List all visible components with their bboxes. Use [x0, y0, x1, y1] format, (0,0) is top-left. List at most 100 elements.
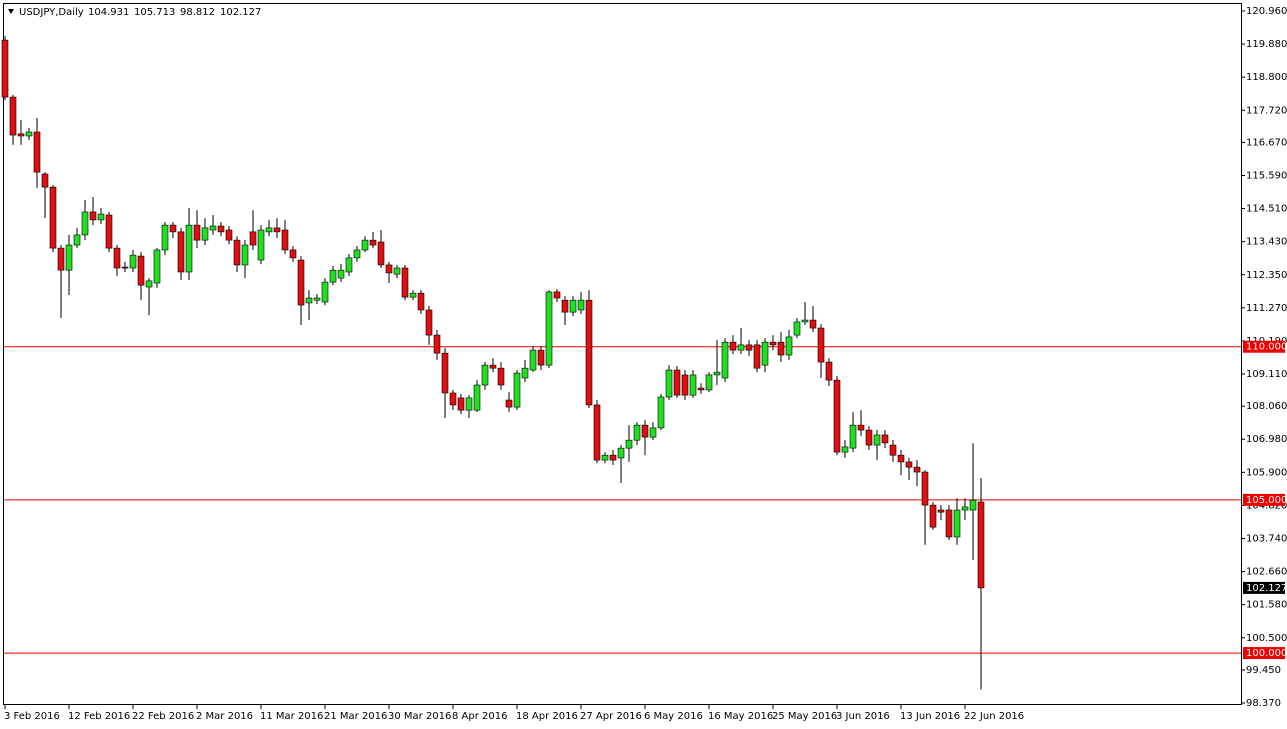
candle-down	[17, 133, 25, 137]
candle-up	[873, 434, 881, 446]
y-tick-label: 102.660	[1246, 567, 1287, 578]
candle-down	[857, 424, 865, 431]
candle-down	[753, 344, 761, 369]
candle-down	[913, 466, 921, 473]
level-label: 105.000	[1246, 495, 1287, 506]
candle-up	[129, 254, 137, 269]
candle-up	[665, 369, 673, 398]
candle-down	[449, 392, 457, 406]
candle-up	[545, 291, 553, 366]
y-tick-label: 101.580	[1246, 600, 1287, 611]
candle-down	[609, 454, 617, 461]
y-tick-label: 117.720	[1246, 105, 1287, 116]
y-tick-label: 111.270	[1246, 303, 1287, 314]
candle-up	[201, 227, 209, 241]
header-open: 104.931	[88, 7, 129, 18]
y-tick-label: 120.960	[1246, 6, 1287, 17]
level-label: 110.000	[1246, 342, 1287, 353]
x-tick-label: 18 Apr 2016	[516, 711, 578, 722]
candle-down	[697, 387, 705, 391]
y-tick-label: 118.800	[1246, 72, 1287, 83]
x-tick-label: 8 Apr 2016	[452, 711, 507, 722]
candle-down	[921, 471, 929, 506]
candle-down	[137, 255, 145, 286]
candle-up	[153, 249, 161, 284]
candle-up	[761, 341, 769, 366]
candle-up	[409, 292, 417, 298]
level-label-box	[1243, 493, 1285, 506]
candle-down	[825, 361, 833, 381]
candle-down	[553, 291, 561, 299]
candle-down	[673, 369, 681, 396]
candle-down	[377, 241, 385, 266]
candle-down	[33, 131, 41, 173]
candle-up	[849, 424, 857, 449]
candle-up	[393, 267, 401, 275]
candle-down	[889, 444, 897, 456]
candle-down	[729, 341, 737, 351]
candle-up	[257, 229, 265, 261]
candle-up	[625, 439, 633, 449]
candle-down	[561, 299, 569, 313]
candle-down	[41, 173, 49, 188]
candle-down	[105, 214, 113, 249]
candle-up	[513, 372, 521, 408]
price-label-box	[1243, 581, 1285, 594]
candle-up	[361, 239, 369, 251]
candle-down	[641, 424, 649, 438]
x-tick-label: 27 Apr 2016	[580, 711, 642, 722]
menu-arrow[interactable]	[8, 9, 14, 14]
candle-up	[345, 257, 353, 273]
candle-up	[145, 280, 153, 288]
y-tick-label: 105.900	[1246, 467, 1287, 478]
candle-up	[705, 374, 713, 391]
y-tick-label: 116.670	[1246, 137, 1287, 148]
candle-up	[265, 227, 273, 233]
candle-up	[569, 299, 577, 313]
chart-title: USDJPY,Daily	[19, 7, 84, 18]
candle-up	[713, 371, 721, 376]
candle-down	[833, 379, 841, 453]
candle-down	[121, 266, 129, 269]
candle-down	[505, 399, 513, 408]
candle-down	[817, 327, 825, 363]
candle-down	[289, 249, 297, 259]
candle-down	[9, 96, 17, 136]
candle-down	[281, 229, 289, 251]
candle-down	[537, 349, 545, 366]
candle-down	[881, 434, 889, 444]
y-tick-label: 112.350	[1246, 270, 1287, 281]
candle-down	[49, 186, 57, 249]
candle-up	[97, 213, 105, 221]
candle-up	[969, 499, 977, 511]
candle-down	[273, 227, 281, 233]
header-close: 102.127	[220, 7, 261, 18]
candle-up	[465, 397, 473, 411]
candle-up	[649, 427, 657, 438]
level-label-box	[1243, 647, 1285, 660]
y-tick-label: 100.500	[1246, 633, 1287, 644]
candle-down	[897, 454, 905, 463]
y-tick-label: 119.880	[1246, 39, 1287, 50]
candle-up	[657, 396, 665, 429]
candle-down	[225, 229, 233, 241]
x-tick-label: 3 Jun 2016	[836, 711, 890, 722]
plot-frame	[3, 3, 1242, 705]
level-label-box	[1243, 340, 1285, 353]
candle-down	[441, 352, 449, 394]
candle-up	[161, 224, 169, 251]
y-tick-label: 103.740	[1246, 534, 1287, 545]
candle-up	[65, 244, 73, 271]
candle-up	[689, 374, 697, 396]
candle-down	[585, 299, 593, 406]
candle-down	[217, 225, 225, 233]
candle-up	[321, 281, 329, 303]
candle-up	[801, 319, 809, 323]
y-tick-label: 106.980	[1246, 434, 1287, 445]
y-tick-label: 99.450	[1246, 665, 1281, 676]
candle-up	[793, 321, 801, 336]
candle-up	[81, 211, 89, 236]
